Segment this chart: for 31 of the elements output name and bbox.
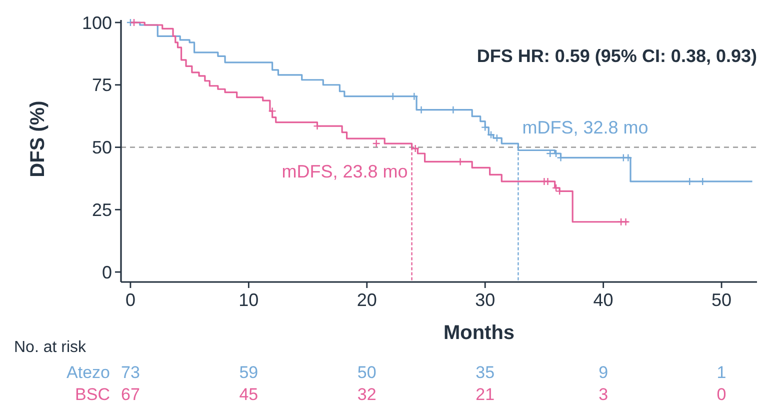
text: 0 — [716, 385, 726, 404]
text: 21 — [476, 385, 495, 404]
x-tick-label: 40 — [593, 290, 614, 310]
x-tick-label: 50 — [712, 290, 732, 310]
annotation: mDFS, 32.8 mo — [522, 117, 648, 138]
text: 3 — [598, 385, 608, 404]
text: 50 — [357, 363, 376, 382]
x-tick-label: 30 — [475, 290, 496, 310]
text: 9 — [598, 363, 608, 382]
annotation: DFS HR: 0.59 (95% CI: 0.38, 0.93) — [476, 46, 758, 66]
y-tick-label: 100 — [82, 12, 112, 33]
x-axis-title: Months — [443, 322, 515, 344]
y-tick-label: 25 — [92, 200, 112, 220]
text: No. at risk — [14, 339, 88, 356]
text: 35 — [476, 363, 495, 382]
text: BSC — [75, 385, 110, 404]
y-tick-label: 75 — [92, 75, 112, 96]
y-axis-title: DFS (%) — [27, 100, 49, 178]
text: 59 — [239, 363, 258, 382]
y-tick-label: 0 — [102, 262, 112, 282]
x-tick-label: 10 — [238, 290, 259, 310]
text: 45 — [239, 385, 258, 404]
text: 67 — [120, 385, 140, 404]
x-tick-label: 0 — [125, 290, 136, 310]
annotation: mDFS, 23.8 mo — [282, 161, 408, 182]
text: Atezo — [66, 363, 110, 382]
y-tick-label: 50 — [92, 138, 112, 158]
text: 1 — [716, 363, 726, 382]
x-tick-label: 20 — [356, 290, 377, 310]
text: 73 — [120, 363, 140, 382]
text: 32 — [357, 385, 376, 404]
